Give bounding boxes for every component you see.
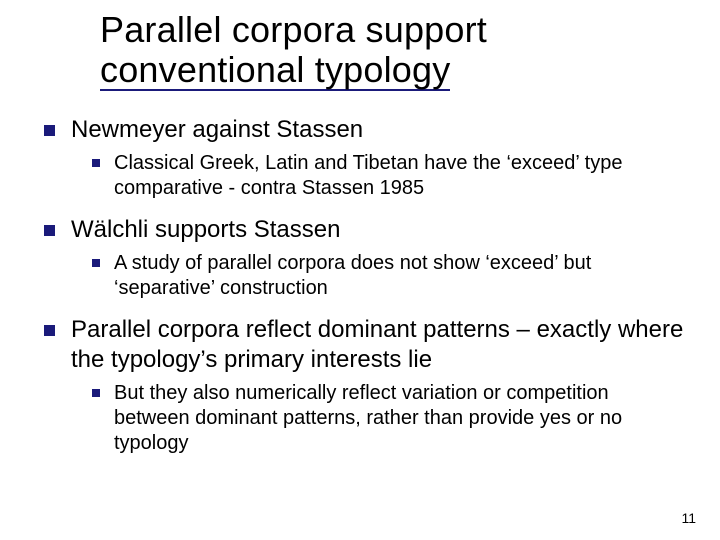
square-bullet-icon: [44, 125, 55, 136]
title-line-2: conventional typology: [100, 50, 450, 92]
bullet-text: But they also numerically reflect variat…: [114, 381, 690, 456]
bullet-text: Classical Greek, Latin and Tibetan have …: [114, 151, 690, 201]
bullet-text: Newmeyer against Stassen: [71, 115, 363, 145]
square-bullet-icon: [44, 225, 55, 236]
square-bullet-icon: [92, 389, 100, 397]
bullet-text: A study of parallel corpora does not sho…: [114, 251, 690, 301]
slide: Parallel corpora support conventional ty…: [0, 0, 720, 540]
bullet-level1: Wälchli supports Stassen: [44, 215, 690, 245]
bullet-level2: Classical Greek, Latin and Tibetan have …: [92, 151, 690, 201]
bullet-text: Wälchli supports Stassen: [71, 215, 340, 245]
bullet-level1: Parallel corpora reflect dominant patter…: [44, 315, 690, 375]
square-bullet-icon: [92, 159, 100, 167]
square-bullet-icon: [92, 259, 100, 267]
square-bullet-icon: [44, 325, 55, 336]
page-number: 11: [681, 510, 696, 526]
slide-title: Parallel corpora support conventional ty…: [100, 10, 690, 91]
bullet-level2: But they also numerically reflect variat…: [92, 381, 690, 456]
bullet-text: Parallel corpora reflect dominant patter…: [71, 315, 690, 375]
bullet-level1: Newmeyer against Stassen: [44, 115, 690, 145]
title-line-1: Parallel corpora support: [100, 9, 487, 50]
bullet-level2: A study of parallel corpora does not sho…: [92, 251, 690, 301]
